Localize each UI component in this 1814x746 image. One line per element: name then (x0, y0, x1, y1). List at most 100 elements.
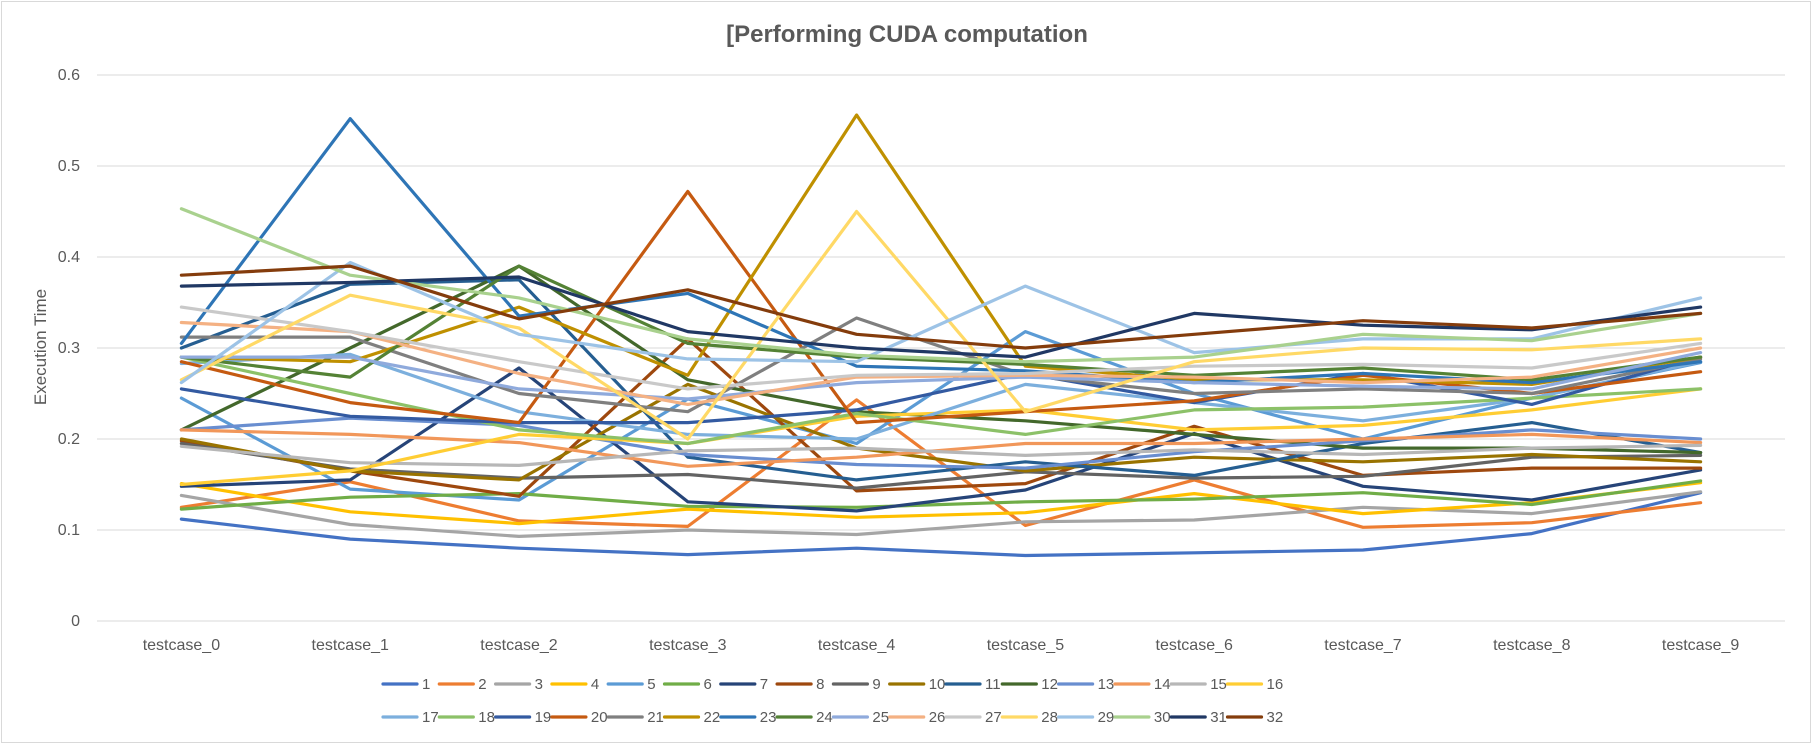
legend-label: 20 (591, 709, 608, 726)
legend-label: 25 (872, 709, 889, 726)
x-tick-label: testcase_3 (649, 637, 726, 654)
legend-label: 10 (929, 676, 946, 693)
legend-item-1: 1 (381, 676, 430, 693)
legend-item-16: 16 (1225, 676, 1284, 693)
series-line-30 (179, 207, 1703, 364)
y-tick-label: 0.2 (58, 431, 80, 448)
series-line-7 (179, 366, 1703, 513)
legend-label: 14 (1154, 676, 1171, 693)
legend-label: 23 (760, 709, 777, 726)
legend-label: 22 (704, 709, 721, 726)
legend-item-20: 20 (550, 709, 608, 726)
legend-item-23: 23 (719, 709, 777, 726)
legend-label: 6 (704, 676, 712, 693)
series-line-11 (179, 278, 1703, 482)
legend-item-19: 19 (494, 709, 552, 726)
legend-label: 30 (1154, 709, 1171, 726)
series-lines (179, 113, 1703, 558)
y-tick-label: 0.4 (58, 249, 80, 266)
x-axis-ticks: testcase_0 testcase_1 testcase_2 testcase_3… (143, 637, 1740, 654)
series-line-3 (179, 490, 1703, 539)
legend-label: 11 (985, 676, 1001, 693)
x-tick-label: testcase_0 (143, 637, 220, 654)
legend-label: 4 (591, 676, 599, 693)
legend-item-22: 22 (662, 709, 721, 726)
legend-item-27: 27 (944, 709, 1002, 726)
legend-item-15: 15 (1169, 676, 1227, 693)
legend-item-21: 21 (606, 709, 664, 726)
series-line-6 (179, 479, 1703, 511)
legend-item-6: 6 (662, 676, 712, 693)
x-tick-label: testcase_5 (987, 637, 1064, 654)
legend-item-8: 8 (775, 676, 824, 693)
y-tick-label: 0.1 (58, 522, 80, 539)
series-line-25 (179, 351, 1703, 401)
legend-item-12: 12 (1000, 676, 1058, 693)
legend-label: 2 (478, 676, 486, 693)
legend-item-26: 26 (888, 709, 946, 726)
y-axis-title: Execution Time (31, 289, 50, 405)
series-line-2 (179, 398, 1703, 529)
legend-item-5: 5 (606, 676, 656, 693)
legend-label: 12 (1041, 676, 1058, 693)
legend-label: 9 (872, 676, 880, 693)
series-line-8 (179, 337, 1703, 498)
legend-label: 26 (929, 709, 946, 726)
series-line-22 (179, 113, 1703, 386)
legend-item-18: 18 (437, 709, 495, 726)
y-tick-label: 0.6 (58, 67, 80, 84)
series-line-23 (179, 117, 1703, 385)
legend-label: 27 (985, 709, 1002, 726)
x-tick-label: testcase_6 (1156, 637, 1233, 654)
series-line-27 (179, 305, 1703, 391)
legend-label: 8 (816, 676, 824, 693)
legend-label: 17 (422, 709, 439, 726)
legend-label: 29 (1098, 709, 1115, 726)
series-line-24 (179, 264, 1703, 382)
legend-label: 19 (535, 709, 552, 726)
series-line-20 (179, 189, 1703, 425)
legend-item-13: 13 (1056, 676, 1115, 693)
legend-item-7: 7 (719, 676, 768, 693)
series-line-9 (179, 441, 1703, 490)
legend-item-32: 32 (1225, 709, 1284, 726)
chart-title: [Performing CUDA computation (726, 21, 1088, 48)
series-line-31 (179, 275, 1703, 359)
series-line-21 (179, 316, 1703, 414)
legend-label: 31 (1210, 709, 1227, 726)
series-line-17 (179, 352, 1703, 441)
series-line-4 (179, 481, 1703, 526)
legend-item-30: 30 (1113, 709, 1171, 726)
y-tick-label: 0.3 (58, 340, 80, 357)
legend-item-24: 24 (775, 709, 833, 726)
legend-item-25: 25 (831, 709, 889, 726)
series-line-10 (179, 382, 1703, 482)
legend-item-28: 28 (1000, 709, 1058, 726)
legend-label: 28 (1041, 709, 1058, 726)
legend-label: 24 (816, 709, 833, 726)
legend-item-17: 17 (381, 709, 439, 726)
legend-label: 32 (1267, 709, 1284, 726)
series-line-28 (179, 209, 1703, 441)
legend-item-29: 29 (1056, 709, 1115, 726)
x-tick-label: testcase_7 (1324, 637, 1401, 654)
legend-label: 18 (478, 709, 495, 726)
legend-item-14: 14 (1113, 676, 1171, 693)
legend-label: 16 (1267, 676, 1284, 693)
y-tick-label: 0.5 (58, 158, 80, 175)
legend-item-3: 3 (494, 676, 543, 693)
legend-item-4: 4 (550, 676, 599, 693)
y-tick-label: 0 (71, 613, 80, 630)
x-tick-label: testcase_2 (480, 637, 557, 654)
legend-label: 5 (647, 676, 655, 693)
legend-item-10: 10 (888, 676, 946, 693)
legend-label: 13 (1098, 676, 1115, 693)
legend-item-11: 11 (944, 676, 1001, 693)
legend-item-9: 9 (831, 676, 881, 693)
x-tick-label: testcase_4 (818, 637, 895, 654)
x-tick-label: testcase_8 (1493, 637, 1570, 654)
x-tick-label: testcase_1 (312, 637, 389, 654)
legend-label: 1 (422, 676, 430, 693)
